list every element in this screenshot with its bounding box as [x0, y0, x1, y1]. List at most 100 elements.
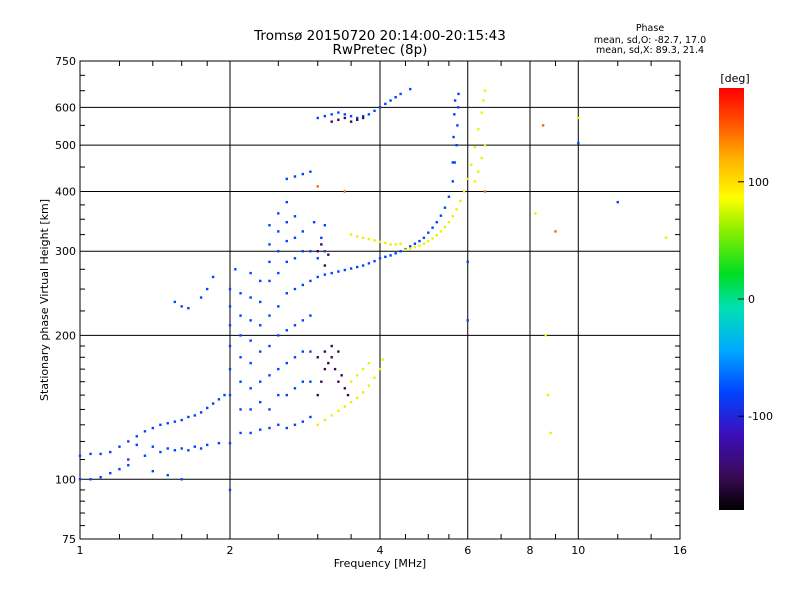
data-point: [151, 445, 155, 448]
data-point: [99, 452, 102, 456]
data-point: [249, 408, 252, 411]
data-point: [549, 431, 552, 435]
data-point: [477, 170, 480, 173]
data-point: [135, 435, 138, 438]
data-point: [173, 420, 177, 423]
data-point: [187, 306, 190, 310]
stats-o-mode: mean, sd,O: -82.7, 17.0: [594, 35, 706, 46]
data-point: [173, 300, 177, 304]
data-point: [361, 391, 365, 394]
data-point: [330, 344, 333, 348]
data-point: [285, 239, 288, 243]
data-point: [355, 235, 359, 238]
data-point: [301, 283, 305, 287]
y-tick-label: 200: [55, 329, 76, 342]
data-point: [447, 195, 451, 198]
data-point: [293, 175, 297, 178]
data-point: [228, 324, 232, 327]
data-point: [228, 488, 232, 492]
data-point: [480, 156, 483, 160]
data-point: [180, 305, 183, 308]
x-tick-label: 2: [227, 544, 234, 557]
data-point: [422, 236, 426, 240]
data-point: [389, 99, 392, 102]
data-point: [343, 268, 347, 272]
data-point: [205, 406, 209, 410]
data-point: [459, 199, 462, 203]
data-point: [399, 92, 402, 96]
data-point: [249, 271, 252, 275]
data-point: [431, 226, 434, 229]
stats-x-mode: mean, sd,X: 89.3, 21.4: [596, 45, 704, 56]
y-tick-label: 100: [55, 473, 76, 486]
data-point: [439, 214, 443, 217]
data-point: [337, 118, 340, 122]
data-point: [187, 415, 190, 419]
data-point: [409, 247, 412, 250]
colorbar-tick-label: 100: [748, 176, 769, 189]
data-point: [330, 356, 333, 359]
data-point: [455, 143, 458, 147]
data-point: [453, 99, 457, 102]
data-point: [293, 257, 297, 260]
data-point: [159, 450, 162, 454]
data-point: [320, 243, 323, 246]
data-point: [355, 116, 359, 120]
data-point: [78, 454, 82, 457]
data-point: [343, 387, 347, 390]
data-point: [373, 259, 376, 263]
data-point: [466, 319, 469, 322]
data-point: [277, 423, 280, 427]
data-point: [378, 240, 382, 243]
data-point: [249, 339, 252, 342]
data-point: [546, 393, 550, 397]
data-point: [323, 224, 327, 227]
data-point: [349, 114, 353, 118]
data-point: [384, 102, 387, 106]
data-point: [109, 471, 112, 475]
data-point: [470, 163, 473, 166]
data-point: [452, 135, 455, 139]
data-point: [541, 124, 545, 127]
data-point: [455, 208, 458, 211]
data-point: [127, 458, 130, 461]
data-point: [277, 334, 280, 337]
data-point: [337, 270, 340, 273]
data-point: [349, 267, 353, 270]
data-point: [249, 361, 252, 365]
data-point: [205, 287, 209, 291]
data-point: [361, 114, 365, 118]
data-point: [239, 334, 242, 337]
data-point: [399, 242, 402, 245]
data-point: [199, 296, 203, 299]
y-tick-label: 300: [55, 245, 76, 258]
data-point: [367, 262, 371, 265]
data-point: [378, 106, 382, 109]
y-tick-label: 750: [55, 55, 76, 68]
data-point: [451, 161, 455, 164]
data-point: [309, 350, 312, 353]
data-point: [205, 443, 209, 447]
data-point: [277, 271, 280, 275]
data-point: [381, 358, 384, 361]
data-point: [268, 344, 271, 348]
data-point: [456, 106, 460, 109]
data-point: [228, 344, 232, 348]
data-point: [312, 221, 316, 224]
data-point: [422, 242, 426, 245]
data-point: [373, 376, 376, 380]
data-point: [285, 292, 288, 295]
data-point: [316, 257, 319, 260]
data-point: [343, 113, 347, 116]
chart-subtitle: RwPretec (8p): [333, 42, 428, 58]
data-point: [277, 393, 280, 397]
data-point: [89, 452, 92, 456]
data-point: [277, 250, 280, 253]
data-point: [277, 230, 280, 233]
data-point: [293, 215, 297, 218]
data-point: [301, 172, 305, 176]
data-point: [228, 305, 232, 308]
data-point: [337, 380, 340, 383]
data-point: [301, 230, 305, 233]
data-point: [301, 250, 305, 253]
